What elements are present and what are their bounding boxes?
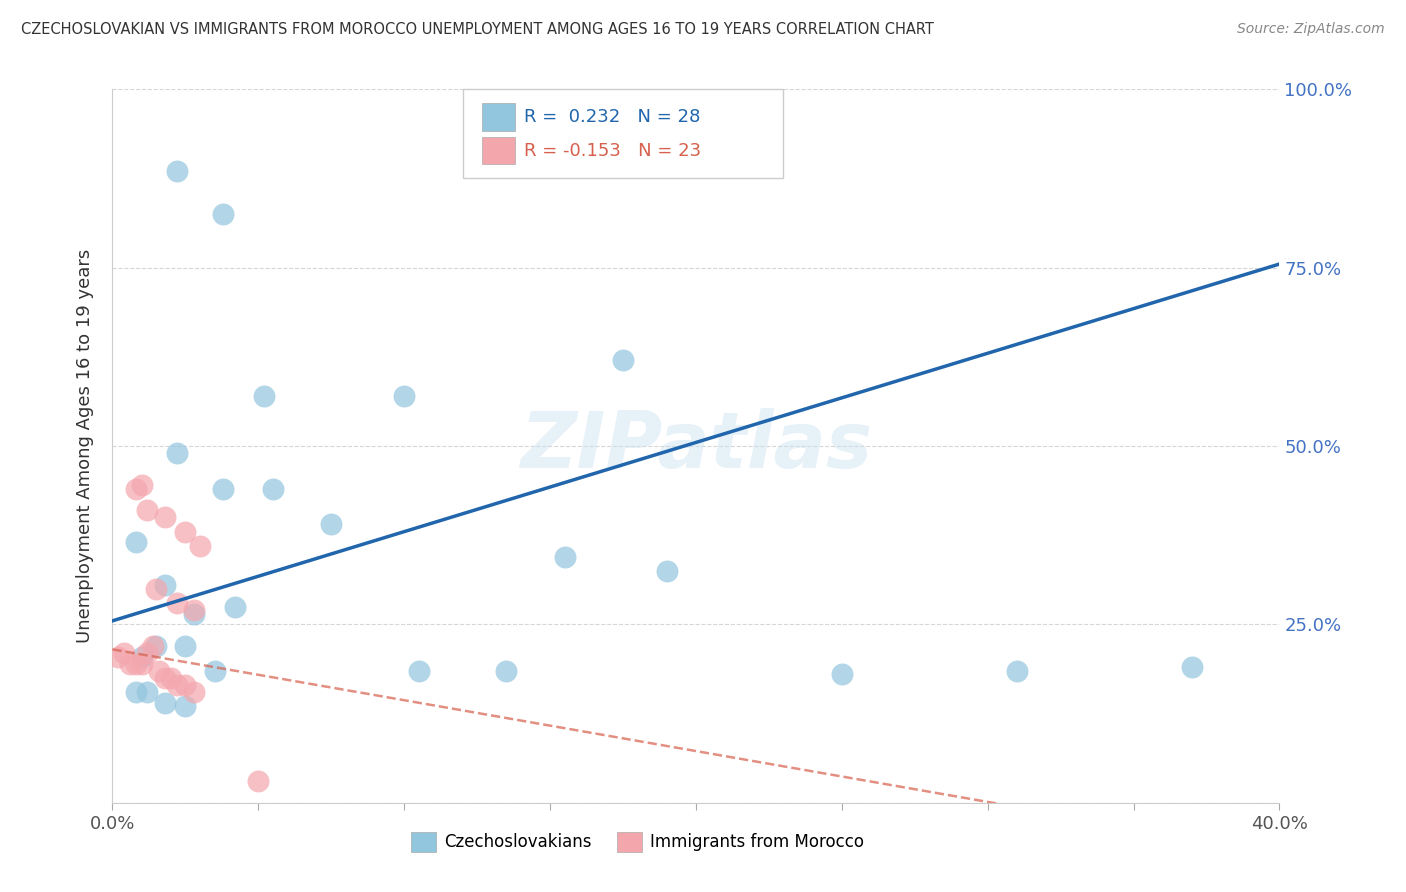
Point: [321, 517, 343, 532]
Point: [247, 774, 270, 789]
Point: [655, 564, 678, 578]
Point: [153, 696, 176, 710]
Point: [145, 582, 167, 596]
Text: R =  0.232   N = 28: R = 0.232 N = 28: [524, 108, 700, 126]
Point: [253, 389, 276, 403]
FancyBboxPatch shape: [482, 103, 515, 130]
Point: [125, 535, 148, 549]
Point: [153, 578, 176, 592]
Point: [183, 685, 205, 699]
Point: [262, 482, 284, 496]
Point: [136, 503, 159, 517]
FancyBboxPatch shape: [482, 137, 515, 164]
Point: [153, 510, 176, 524]
Text: CZECHOSLOVAKIAN VS IMMIGRANTS FROM MOROCCO UNEMPLOYMENT AMONG AGES 16 TO 19 YEAR: CZECHOSLOVAKIAN VS IMMIGRANTS FROM MOROC…: [21, 22, 934, 37]
Point: [131, 478, 153, 492]
Point: [166, 678, 188, 692]
Point: [183, 603, 205, 617]
Point: [174, 639, 197, 653]
Point: [153, 671, 176, 685]
Point: [160, 671, 183, 685]
Point: [408, 664, 430, 678]
Point: [174, 524, 197, 539]
Point: [495, 664, 517, 678]
Point: [224, 599, 246, 614]
Point: [204, 664, 226, 678]
Point: [831, 667, 853, 681]
Point: [174, 678, 197, 692]
Point: [148, 664, 170, 678]
Point: [612, 353, 634, 368]
Point: [174, 699, 197, 714]
Point: [118, 657, 141, 671]
Point: [1181, 660, 1204, 674]
Point: [107, 649, 129, 664]
Point: [183, 607, 205, 621]
Point: [166, 446, 188, 460]
Point: [166, 596, 188, 610]
Point: [166, 164, 188, 178]
Point: [125, 685, 148, 699]
Point: [554, 549, 576, 564]
Point: [112, 646, 135, 660]
Point: [212, 482, 235, 496]
Point: [131, 649, 153, 664]
Point: [1005, 664, 1028, 678]
Point: [136, 646, 159, 660]
Point: [125, 482, 148, 496]
Point: [188, 539, 211, 553]
Point: [142, 639, 165, 653]
Legend: Czechoslovakians, Immigrants from Morocco: Czechoslovakians, Immigrants from Morocc…: [405, 825, 870, 859]
Y-axis label: Unemployment Among Ages 16 to 19 years: Unemployment Among Ages 16 to 19 years: [76, 249, 94, 643]
Point: [125, 657, 148, 671]
Point: [394, 389, 416, 403]
Point: [131, 657, 153, 671]
Point: [136, 685, 159, 699]
Text: ZIPatlas: ZIPatlas: [520, 408, 872, 484]
Point: [212, 207, 235, 221]
Point: [145, 639, 167, 653]
FancyBboxPatch shape: [463, 89, 783, 178]
Text: Source: ZipAtlas.com: Source: ZipAtlas.com: [1237, 22, 1385, 37]
Text: R = -0.153   N = 23: R = -0.153 N = 23: [524, 142, 702, 160]
